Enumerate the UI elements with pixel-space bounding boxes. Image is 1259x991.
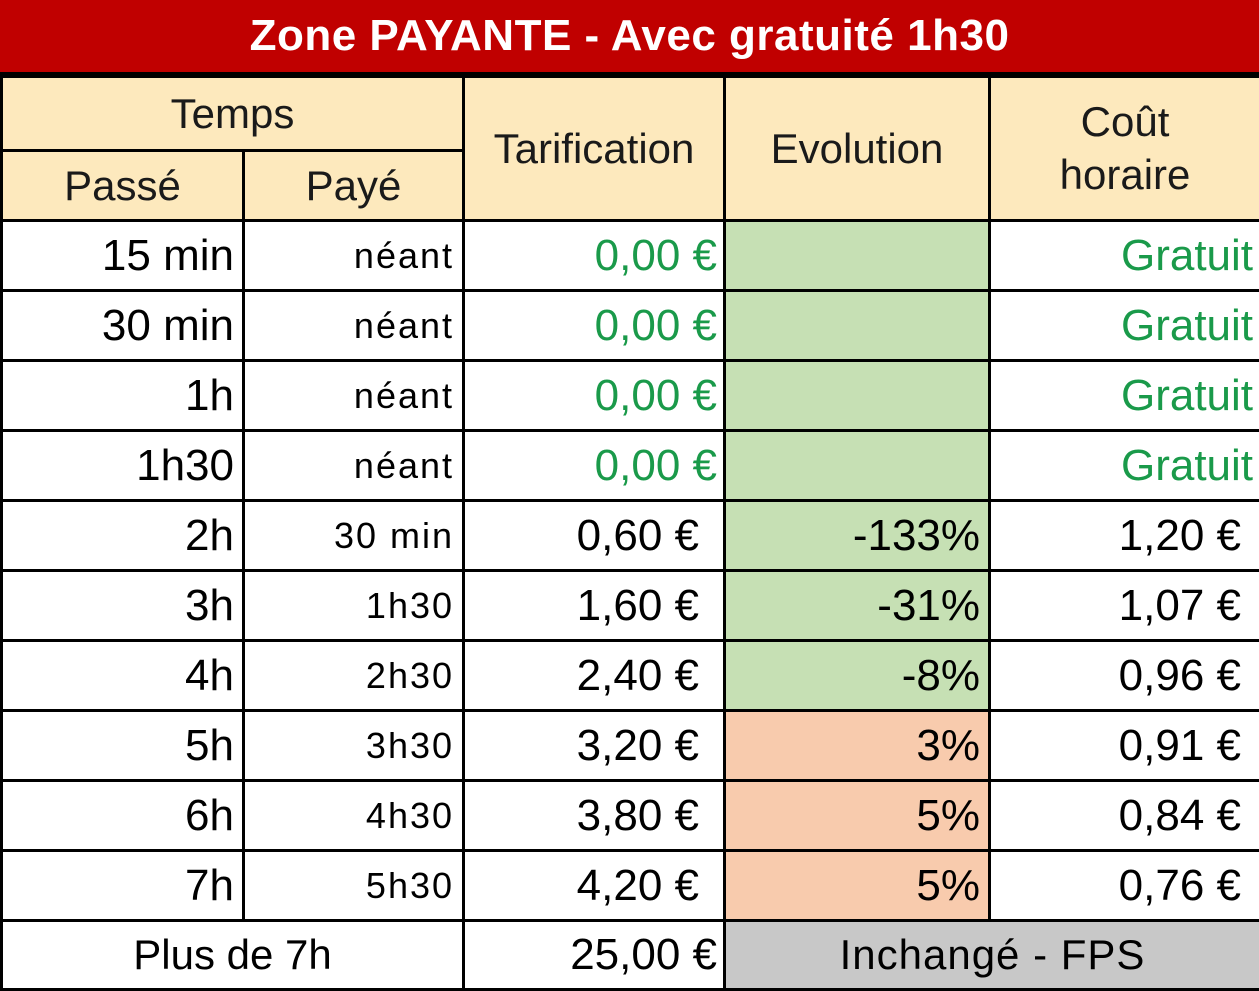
cell-evolution: -31% bbox=[725, 571, 990, 641]
cell-paye: 1h30 bbox=[244, 571, 464, 641]
cell-cout-horaire: Gratuit bbox=[990, 361, 1259, 431]
cell-evolution bbox=[725, 431, 990, 501]
header-passe: Passé bbox=[2, 151, 244, 221]
cell-cout-horaire: 1,20 € bbox=[990, 501, 1259, 571]
cell-paye: néant bbox=[244, 291, 464, 361]
cell-cout-horaire: 0,96 € bbox=[990, 641, 1259, 711]
footer-label: Plus de 7h bbox=[2, 921, 464, 990]
cell-paye: néant bbox=[244, 361, 464, 431]
cell-cout-horaire: Gratuit bbox=[990, 221, 1259, 291]
cell-evolution bbox=[725, 361, 990, 431]
cell-paye: 2h30 bbox=[244, 641, 464, 711]
cell-passe: 7h bbox=[2, 851, 244, 921]
cell-passe: 5h bbox=[2, 711, 244, 781]
cell-cout-horaire: Gratuit bbox=[990, 431, 1259, 501]
cell-cout-horaire: 0,91 € bbox=[990, 711, 1259, 781]
cell-passe: 4h bbox=[2, 641, 244, 711]
cell-tarification: 0,00 € bbox=[464, 431, 725, 501]
cell-evolution bbox=[725, 221, 990, 291]
footer-price: 25,00 € bbox=[464, 921, 725, 990]
header-tarification: Tarification bbox=[464, 77, 725, 221]
header-cout-line2: horaire bbox=[1060, 151, 1191, 198]
tariff-table: Temps Tarification Evolution Coût horair… bbox=[0, 75, 1259, 991]
cell-passe: 3h bbox=[2, 571, 244, 641]
footer-status: Inchangé - FPS bbox=[725, 921, 1259, 990]
cell-tarification: 0,00 € bbox=[464, 361, 725, 431]
cell-passe: 30 min bbox=[2, 291, 244, 361]
cell-tarification: 4,20 € bbox=[464, 851, 725, 921]
cell-evolution bbox=[725, 291, 990, 361]
cell-evolution: 3% bbox=[725, 711, 990, 781]
cell-tarification: 0,00 € bbox=[464, 221, 725, 291]
cell-tarification: 3,20 € bbox=[464, 711, 725, 781]
cell-paye: 30 min bbox=[244, 501, 464, 571]
cell-paye: 3h30 bbox=[244, 711, 464, 781]
header-evolution: Evolution bbox=[725, 77, 990, 221]
cell-cout-horaire: 1,07 € bbox=[990, 571, 1259, 641]
footer-row: Plus de 7h 25,00 € Inchangé - FPS bbox=[2, 921, 1259, 990]
cell-tarification: 0,60 € bbox=[464, 501, 725, 571]
cell-paye: néant bbox=[244, 431, 464, 501]
cell-evolution: 5% bbox=[725, 781, 990, 851]
cell-paye: néant bbox=[244, 221, 464, 291]
cell-cout-horaire: Gratuit bbox=[990, 291, 1259, 361]
header-paye: Payé bbox=[244, 151, 464, 221]
header-cout-horaire: Coût horaire bbox=[990, 77, 1259, 221]
cell-passe: 6h bbox=[2, 781, 244, 851]
cell-evolution: -8% bbox=[725, 641, 990, 711]
cell-cout-horaire: 0,84 € bbox=[990, 781, 1259, 851]
cell-passe: 1h bbox=[2, 361, 244, 431]
header-row-top: Temps Tarification Evolution Coût horair… bbox=[2, 77, 1259, 151]
cell-cout-horaire: 0,76 € bbox=[990, 851, 1259, 921]
header-cout-line1: Coût bbox=[1081, 98, 1170, 145]
header-temps: Temps bbox=[2, 77, 464, 151]
cell-tarification: 0,00 € bbox=[464, 291, 725, 361]
cell-passe: 15 min bbox=[2, 221, 244, 291]
cell-tarification: 3,80 € bbox=[464, 781, 725, 851]
table-title: Zone PAYANTE - Avec gratuité 1h30 bbox=[0, 0, 1259, 75]
cell-paye: 4h30 bbox=[244, 781, 464, 851]
cell-evolution: 5% bbox=[725, 851, 990, 921]
cell-passe: 2h bbox=[2, 501, 244, 571]
cell-tarification: 1,60 € bbox=[464, 571, 725, 641]
cell-tarification: 2,40 € bbox=[464, 641, 725, 711]
cell-passe: 1h30 bbox=[2, 431, 244, 501]
cell-paye: 5h30 bbox=[244, 851, 464, 921]
cell-evolution: -133% bbox=[725, 501, 990, 571]
